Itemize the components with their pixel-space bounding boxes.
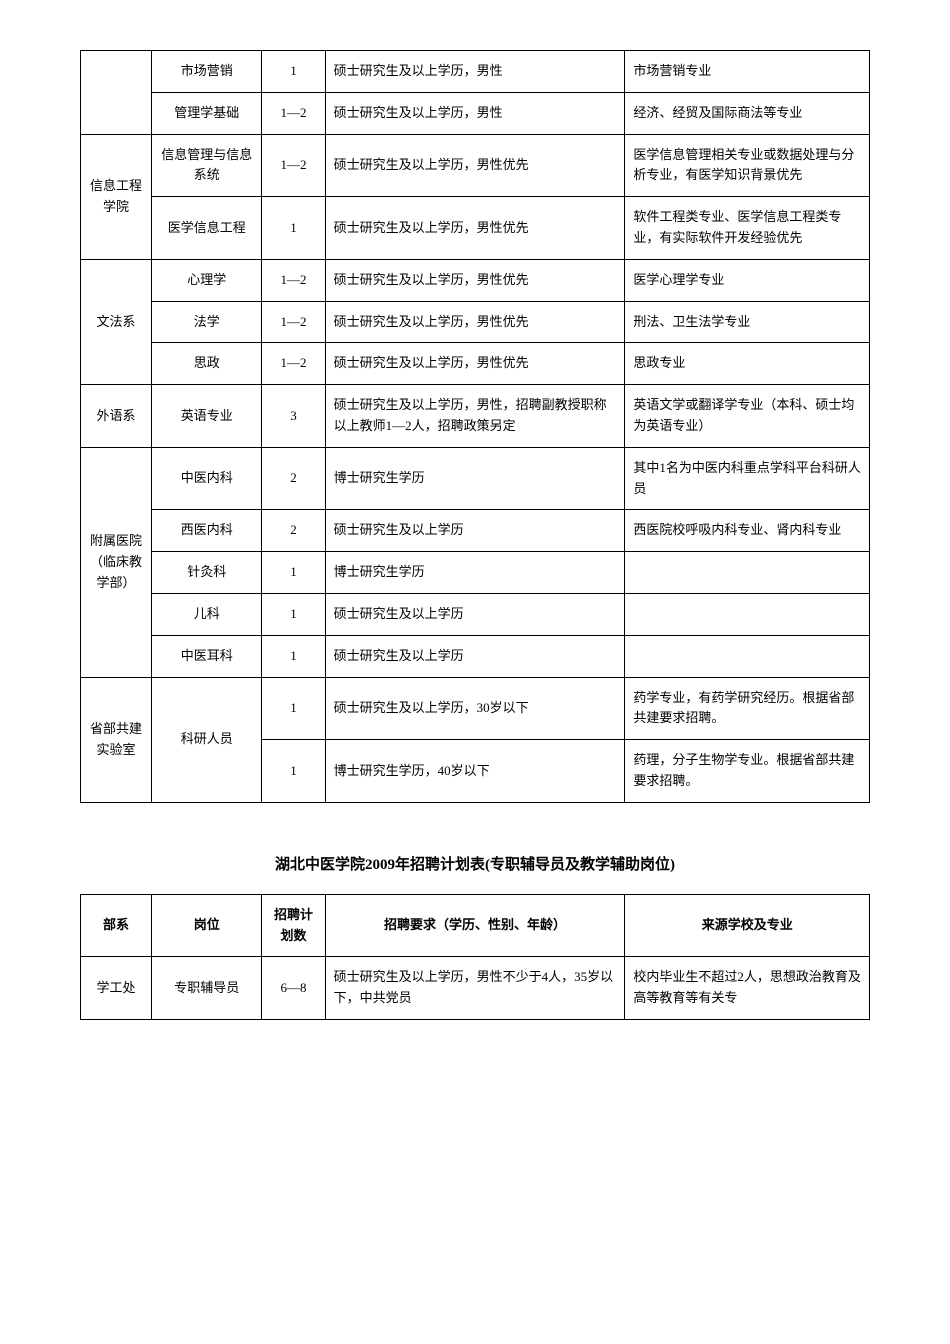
cell-requirement: 硕士研究生及以上学历，男性 bbox=[325, 51, 625, 93]
cell-count: 1—2 bbox=[262, 343, 325, 385]
cell-source: 医学信息管理相关专业或数据处理与分析专业，有医学知识背景优先 bbox=[625, 134, 870, 197]
cell-dept: 文法系 bbox=[81, 259, 152, 384]
table-row: 医学信息工程1硕士研究生及以上学历，男性优先软件工程类专业、医学信息工程类专业，… bbox=[81, 197, 870, 260]
cell-dept bbox=[81, 51, 152, 135]
table-row: 管理学基础1—2硕士研究生及以上学历，男性经济、经贸及国际商法等专业 bbox=[81, 92, 870, 134]
cell-source: 药学专业，有药学研究经历。根据省部共建要求招聘。 bbox=[625, 677, 870, 740]
cell-count: 1 bbox=[262, 635, 325, 677]
cell-position: 专职辅导员 bbox=[152, 957, 262, 1020]
cell-requirement: 硕士研究生及以上学历，男性优先 bbox=[325, 343, 625, 385]
cell-requirement: 硕士研究生及以上学历，男性不少于4人，35岁以下，中共党员 bbox=[325, 957, 625, 1020]
cell-source bbox=[625, 593, 870, 635]
cell-source: 软件工程类专业、医学信息工程类专业，有实际软件开发经验优先 bbox=[625, 197, 870, 260]
header-requirement: 招聘要求（学历、性别、年龄） bbox=[325, 894, 625, 957]
table-row: 针灸科1博士研究生学历 bbox=[81, 552, 870, 594]
table-row: 市场营销1硕士研究生及以上学历，男性市场营销专业 bbox=[81, 51, 870, 93]
cell-requirement: 博士研究生学历 bbox=[325, 447, 625, 510]
cell-count: 1 bbox=[262, 740, 325, 803]
cell-position: 中医内科 bbox=[152, 447, 262, 510]
cell-count: 1 bbox=[262, 677, 325, 740]
cell-source: 药理，分子生物学专业。根据省部共建要求招聘。 bbox=[625, 740, 870, 803]
cell-count: 1—2 bbox=[262, 259, 325, 301]
cell-position: 英语专业 bbox=[152, 385, 262, 448]
cell-requirement: 硕士研究生及以上学历 bbox=[325, 510, 625, 552]
cell-source: 西医院校呼吸内科专业、肾内科专业 bbox=[625, 510, 870, 552]
cell-source: 校内毕业生不超过2人，思想政治教育及高等教育等有关专 bbox=[625, 957, 870, 1020]
cell-requirement: 硕士研究生及以上学历，男性优先 bbox=[325, 301, 625, 343]
cell-requirement: 硕士研究生及以上学历，男性优先 bbox=[325, 197, 625, 260]
table-row: 中医耳科1硕士研究生及以上学历 bbox=[81, 635, 870, 677]
cell-requirement: 博士研究生学历，40岁以下 bbox=[325, 740, 625, 803]
cell-count: 3 bbox=[262, 385, 325, 448]
cell-count: 1 bbox=[262, 197, 325, 260]
header-dept: 部系 bbox=[81, 894, 152, 957]
cell-count: 1—2 bbox=[262, 92, 325, 134]
cell-requirement: 硕士研究生及以上学历 bbox=[325, 635, 625, 677]
table-row: 思政1—2硕士研究生及以上学历，男性优先思政专业 bbox=[81, 343, 870, 385]
table-row: 信息工程学院信息管理与信息系统1—2硕士研究生及以上学历，男性优先医学信息管理相… bbox=[81, 134, 870, 197]
table-header-row: 部系 岗位 招聘计划数 招聘要求（学历、性别、年龄） 来源学校及专业 bbox=[81, 894, 870, 957]
cell-position: 科研人员 bbox=[152, 677, 262, 802]
cell-position: 中医耳科 bbox=[152, 635, 262, 677]
cell-source: 英语文学或翻译学专业（本科、硕士均为英语专业） bbox=[625, 385, 870, 448]
cell-position: 医学信息工程 bbox=[152, 197, 262, 260]
cell-requirement: 硕士研究生及以上学历，男性 bbox=[325, 92, 625, 134]
cell-count: 1 bbox=[262, 593, 325, 635]
cell-position: 信息管理与信息系统 bbox=[152, 134, 262, 197]
table-row: 省部共建实验室科研人员1硕士研究生及以上学历，30岁以下药学专业，有药学研究经历… bbox=[81, 677, 870, 740]
cell-source bbox=[625, 552, 870, 594]
cell-count: 6—8 bbox=[262, 957, 325, 1020]
cell-count: 2 bbox=[262, 447, 325, 510]
recruitment-table-1: 市场营销1硕士研究生及以上学历，男性市场营销专业管理学基础1—2硕士研究生及以上… bbox=[80, 50, 870, 803]
header-position: 岗位 bbox=[152, 894, 262, 957]
cell-position: 针灸科 bbox=[152, 552, 262, 594]
cell-count: 1—2 bbox=[262, 134, 325, 197]
cell-dept: 信息工程学院 bbox=[81, 134, 152, 259]
cell-requirement: 硕士研究生及以上学历，30岁以下 bbox=[325, 677, 625, 740]
cell-source: 经济、经贸及国际商法等专业 bbox=[625, 92, 870, 134]
cell-position: 儿科 bbox=[152, 593, 262, 635]
cell-dept: 学工处 bbox=[81, 957, 152, 1020]
cell-dept: 外语系 bbox=[81, 385, 152, 448]
cell-source: 刑法、卫生法学专业 bbox=[625, 301, 870, 343]
table-row: 外语系英语专业3硕士研究生及以上学历，男性，招聘副教授职称以上教师1—2人，招聘… bbox=[81, 385, 870, 448]
cell-source: 思政专业 bbox=[625, 343, 870, 385]
table-row: 学工处专职辅导员6—8硕士研究生及以上学历，男性不少于4人，35岁以下，中共党员… bbox=[81, 957, 870, 1020]
cell-source bbox=[625, 635, 870, 677]
table-row: 法学1—2硕士研究生及以上学历，男性优先刑法、卫生法学专业 bbox=[81, 301, 870, 343]
cell-position: 市场营销 bbox=[152, 51, 262, 93]
cell-position: 管理学基础 bbox=[152, 92, 262, 134]
table-row: 儿科1硕士研究生及以上学历 bbox=[81, 593, 870, 635]
cell-requirement: 硕士研究生及以上学历，男性优先 bbox=[325, 259, 625, 301]
cell-requirement: 博士研究生学历 bbox=[325, 552, 625, 594]
cell-count: 1—2 bbox=[262, 301, 325, 343]
cell-source: 其中1名为中医内科重点学科平台科研人员 bbox=[625, 447, 870, 510]
cell-count: 1 bbox=[262, 552, 325, 594]
cell-position: 法学 bbox=[152, 301, 262, 343]
cell-requirement: 硕士研究生及以上学历，男性优先 bbox=[325, 134, 625, 197]
cell-dept: 省部共建实验室 bbox=[81, 677, 152, 802]
cell-count: 1 bbox=[262, 51, 325, 93]
cell-requirement: 硕士研究生及以上学历 bbox=[325, 593, 625, 635]
section-title: 湖北中医学院2009年招聘计划表(专职辅导员及教学辅助岗位) bbox=[80, 853, 870, 874]
cell-requirement: 硕士研究生及以上学历，男性，招聘副教授职称以上教师1—2人，招聘政策另定 bbox=[325, 385, 625, 448]
cell-source: 市场营销专业 bbox=[625, 51, 870, 93]
cell-position: 心理学 bbox=[152, 259, 262, 301]
header-count: 招聘计划数 bbox=[262, 894, 325, 957]
cell-source: 医学心理学专业 bbox=[625, 259, 870, 301]
table-row: 西医内科2硕士研究生及以上学历西医院校呼吸内科专业、肾内科专业 bbox=[81, 510, 870, 552]
recruitment-table-2: 部系 岗位 招聘计划数 招聘要求（学历、性别、年龄） 来源学校及专业 学工处专职… bbox=[80, 894, 870, 1020]
cell-dept: 附属医院（临床教学部） bbox=[81, 447, 152, 677]
table-row: 文法系心理学1—2硕士研究生及以上学历，男性优先医学心理学专业 bbox=[81, 259, 870, 301]
table-row: 附属医院（临床教学部）中医内科2博士研究生学历其中1名为中医内科重点学科平台科研… bbox=[81, 447, 870, 510]
cell-position: 思政 bbox=[152, 343, 262, 385]
cell-position: 西医内科 bbox=[152, 510, 262, 552]
cell-count: 2 bbox=[262, 510, 325, 552]
header-source: 来源学校及专业 bbox=[625, 894, 870, 957]
